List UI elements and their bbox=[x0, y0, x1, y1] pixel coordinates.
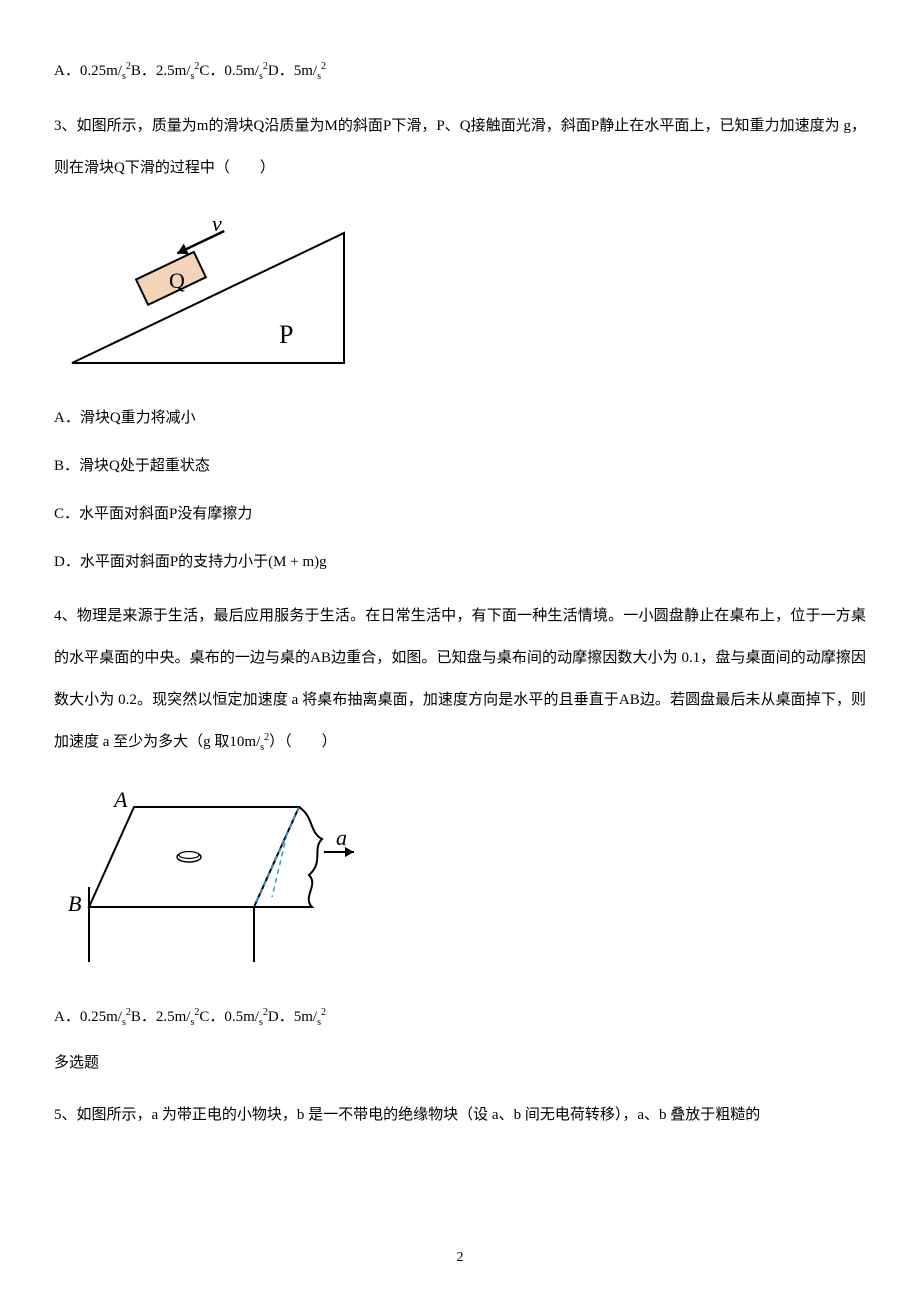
q3-label-P: P bbox=[279, 320, 293, 349]
q4-label-a: a bbox=[336, 825, 347, 850]
q5-stem: 5、如图所示，a 为带正电的小物块，b 是一不带电的绝缘物块（设 a、b 间无电… bbox=[54, 1094, 866, 1136]
q4-optD-sup: 2 bbox=[321, 1007, 326, 1018]
q3-stem: 3、如图所示，质量为m的滑块Q沿质量为M的斜面P下滑，P、Q接触面光滑，斜面P静… bbox=[54, 105, 866, 189]
q4-optA-val: 0.25m/ bbox=[80, 1009, 122, 1025]
q2-optB-val: 2.5m/ bbox=[156, 63, 191, 79]
q2-optB-unit-s: s bbox=[190, 71, 194, 82]
q3-figure: v Q P bbox=[54, 203, 866, 383]
q2-optC-prefix: C． bbox=[199, 63, 224, 79]
q4-optB-unit-s: s bbox=[190, 1017, 194, 1028]
q4-optB-val: 2.5m/ bbox=[156, 1009, 191, 1025]
multi-choice-heading: 多选题 bbox=[54, 1051, 866, 1072]
q4-figure: A B a bbox=[54, 777, 866, 982]
q2-optD-sup: 2 bbox=[321, 61, 326, 72]
q3-optB: B．滑块Q处于超重状态 bbox=[54, 451, 866, 481]
page-number: 2 bbox=[0, 1250, 920, 1266]
q4-unit-s: s bbox=[260, 742, 264, 753]
q4-optC-prefix: C． bbox=[199, 1009, 224, 1025]
q2-optC-unit-s: s bbox=[259, 71, 263, 82]
q4-optD-prefix: D． bbox=[268, 1009, 294, 1025]
q2-optD-prefix: D． bbox=[268, 63, 294, 79]
q4-text-tail: ）（ ） bbox=[269, 734, 337, 750]
q3-label-Q: Q bbox=[169, 268, 185, 293]
q4-optA-unit-s: s bbox=[122, 1017, 126, 1028]
q2-optA-val: 0.25m/ bbox=[80, 63, 122, 79]
q4-label-B: B bbox=[68, 891, 81, 916]
q3-optA: A．滑块Q重力将减小 bbox=[54, 403, 866, 433]
q4-optC-unit-s: s bbox=[259, 1017, 263, 1028]
q2-optD-val: 5m/ bbox=[294, 63, 317, 79]
q4-optB-prefix: B． bbox=[131, 1009, 156, 1025]
q2-optB-prefix: B． bbox=[131, 63, 156, 79]
q3-optC: C．水平面对斜面P没有摩擦力 bbox=[54, 499, 866, 529]
q2-optA-unit-s: s bbox=[122, 71, 126, 82]
q4-options-line: A．0.25m/s2B．2.5m/s2C．0.5m/s2D．5m/s2 bbox=[54, 1002, 866, 1033]
q4-stem: 4、物理是来源于生活，最后应用服务于生活。在日常生活中，有下面一种生活情境。一小… bbox=[54, 595, 866, 763]
q4-optC-val: 0.5m/ bbox=[224, 1009, 259, 1025]
q4-label-A: A bbox=[112, 787, 128, 812]
q3-optD: D．水平面对斜面P的支持力小于(M + m)g bbox=[54, 547, 866, 577]
q2-optD-unit-s: s bbox=[317, 71, 321, 82]
q2-optC-val: 0.5m/ bbox=[224, 63, 259, 79]
q4-optD-val: 5m/ bbox=[294, 1009, 317, 1025]
q4-text-p1: 4、物理是来源于生活，最后应用服务于生活。在日常生活中，有下面一种生活情境。一小… bbox=[54, 608, 866, 750]
q2-optA-prefix: A． bbox=[54, 63, 80, 79]
q2-options-line: A．0.25m/s2B．2.5m/s2C．0.5m/s2D．5m/s2 bbox=[54, 56, 866, 87]
q4-optD-unit-s: s bbox=[317, 1017, 321, 1028]
q3-label-v: v bbox=[212, 211, 222, 236]
q4-optA-prefix: A． bbox=[54, 1009, 80, 1025]
